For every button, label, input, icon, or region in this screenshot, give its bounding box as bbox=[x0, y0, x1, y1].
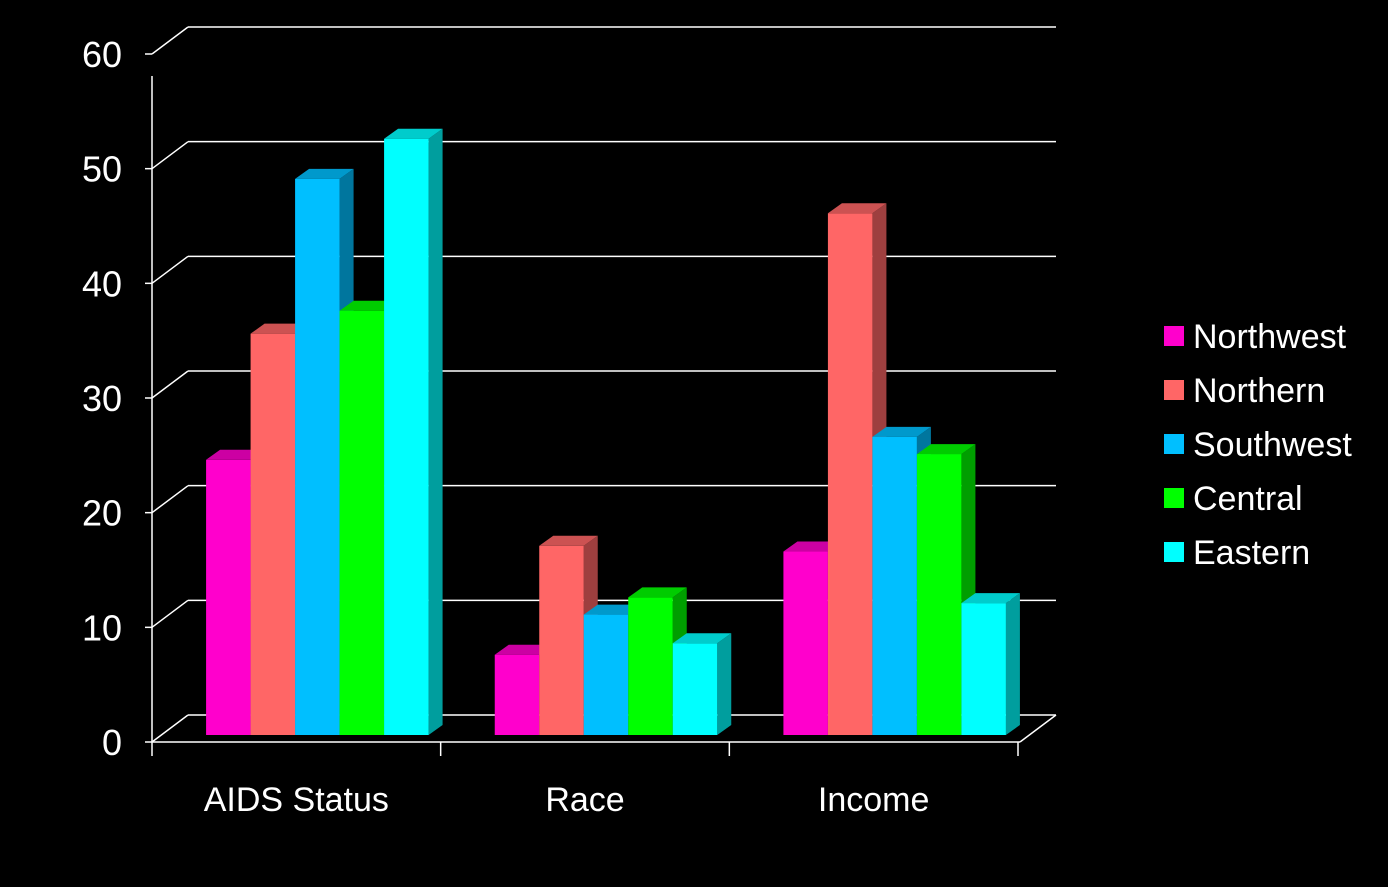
bar bbox=[494, 654, 540, 735]
bar-top bbox=[827, 203, 887, 214]
x-tick-label: Income bbox=[818, 781, 930, 819]
bar bbox=[295, 178, 340, 735]
legend-swatch bbox=[1164, 380, 1184, 400]
gridline-side bbox=[151, 599, 189, 628]
legend-label: Eastern bbox=[1193, 534, 1310, 572]
bar-top bbox=[872, 426, 931, 437]
bar-top bbox=[250, 323, 310, 334]
gridline-side bbox=[151, 485, 189, 514]
x-tick-label: Race bbox=[545, 781, 624, 819]
bar-top bbox=[539, 535, 598, 546]
y-tick-label: 30 bbox=[82, 378, 122, 419]
x-tick-label: AIDS Status bbox=[204, 781, 389, 819]
y-tick-label: 50 bbox=[82, 149, 122, 190]
bar bbox=[628, 597, 673, 735]
bar-top bbox=[961, 593, 1020, 604]
legend-label: Southwest bbox=[1193, 426, 1352, 464]
bar-top bbox=[206, 449, 265, 460]
bar-top bbox=[339, 300, 399, 311]
gridline-side bbox=[151, 714, 189, 743]
gridline-side bbox=[151, 255, 189, 284]
legend-label: Northwest bbox=[1193, 318, 1347, 356]
bar-top bbox=[494, 644, 554, 655]
bar bbox=[916, 454, 962, 735]
bar bbox=[583, 614, 629, 735]
gridline-side bbox=[151, 370, 189, 399]
gridline-side bbox=[151, 141, 189, 170]
gridline-side bbox=[151, 26, 189, 55]
bar bbox=[206, 459, 251, 735]
bar-side bbox=[717, 633, 732, 735]
bar bbox=[539, 545, 584, 735]
y-tick-label: 10 bbox=[82, 607, 122, 648]
bar-top bbox=[583, 604, 643, 615]
bar-top bbox=[672, 633, 732, 644]
floor-edge bbox=[1019, 714, 1057, 743]
legend-swatch bbox=[1164, 326, 1184, 346]
bar bbox=[339, 310, 385, 735]
bar bbox=[961, 603, 1006, 735]
bar bbox=[672, 643, 718, 735]
y-tick-label: 0 bbox=[102, 722, 122, 763]
axes bbox=[145, 53, 1057, 756]
y-tick-label: 60 bbox=[82, 34, 122, 75]
y-tick-label: 20 bbox=[82, 493, 122, 534]
bar-side bbox=[428, 128, 443, 735]
bar-top bbox=[295, 168, 354, 179]
bar bbox=[827, 213, 873, 735]
bar-top bbox=[916, 444, 976, 455]
legend-label: Northern bbox=[1193, 372, 1325, 410]
bar bbox=[872, 436, 917, 735]
bar bbox=[384, 138, 429, 735]
bar-top bbox=[628, 587, 687, 598]
bar bbox=[783, 551, 828, 735]
legend: Northwest Northern Southwest Central Eastern bbox=[1164, 318, 1352, 572]
legend-swatch bbox=[1164, 488, 1184, 508]
legend-swatch bbox=[1164, 434, 1184, 454]
tick-labels: 0 10 20 30 40 50 60 AIDS Status Race Income bbox=[82, 34, 929, 819]
bar-side bbox=[1005, 593, 1020, 735]
bars bbox=[206, 128, 1020, 735]
y-tick-label: 40 bbox=[82, 263, 122, 304]
bar-top bbox=[783, 541, 842, 552]
legend-label: Central bbox=[1193, 480, 1303, 518]
bar bbox=[250, 333, 296, 735]
legend-swatch bbox=[1164, 542, 1184, 562]
bar-top bbox=[384, 128, 443, 139]
